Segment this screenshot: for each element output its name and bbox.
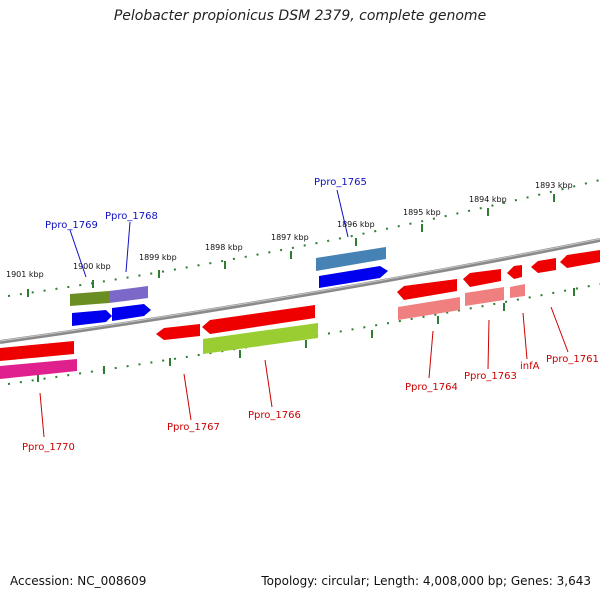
- gene-ppro-1766-bar[interactable]: [202, 305, 315, 334]
- gene-label-ppro-1764: Ppro_1764: [405, 382, 458, 393]
- gene-1762-bar[interactable]: [531, 258, 556, 273]
- kbp-label: 1901 kbp: [6, 270, 44, 279]
- kbp-label: 1899 kbp: [139, 253, 177, 262]
- kbp-label: 1900 kbp: [73, 262, 111, 271]
- gene-ppro-1764-cds[interactable]: [398, 297, 460, 320]
- kbp-major-ticks: [27, 194, 555, 297]
- gene-ppro-1770-bar[interactable]: [0, 341, 74, 361]
- gene-label-ppro-1766: Ppro_1766: [248, 410, 301, 421]
- gene-ppro-1761-bar[interactable]: [560, 250, 600, 268]
- kbp-label: 1898 kbp: [205, 243, 243, 252]
- gene-ppro-1769-cds[interactable]: [72, 310, 112, 326]
- kbp-label: 1893 kbp: [535, 181, 573, 190]
- gene-ppro-1764-bar[interactable]: [397, 279, 457, 300]
- gene-ppro-1767-bar[interactable]: [156, 324, 200, 340]
- gene-ppro-1763-bar[interactable]: [463, 269, 501, 287]
- top-scale-line: [7, 179, 600, 297]
- kbp-label: 1896 kbp: [337, 220, 375, 229]
- bottom-strand-genes: [0, 250, 600, 379]
- gene-ppro-1768-cds[interactable]: [112, 304, 151, 321]
- gene-label-ppro-1770: Ppro_1770: [22, 442, 75, 453]
- gene-ppro-1763-cds[interactable]: [465, 287, 504, 306]
- top-strand-genes: [70, 247, 388, 326]
- gene-label-ppro-1761: Ppro_1761: [546, 354, 599, 365]
- gene-infa-bar[interactable]: [507, 265, 522, 279]
- kbp-label: 1897 kbp: [271, 233, 309, 242]
- gene-label-ppro-1765: Ppro_1765: [314, 177, 367, 188]
- gene-infa-cds[interactable]: [510, 284, 525, 298]
- gene-label-ppro-1767: Ppro_1767: [167, 422, 220, 433]
- backbone-highlight: [0, 238, 600, 342]
- gene-ppro-1769-bar[interactable]: [70, 291, 109, 306]
- gene-label-ppro-1763: Ppro_1763: [464, 371, 517, 382]
- gene-ppro-1765-bar[interactable]: [316, 247, 386, 271]
- kbp-label: 1895 kbp: [403, 208, 441, 217]
- gene-label-infa: infA: [520, 361, 540, 372]
- gene-ppro-1768-bar[interactable]: [109, 286, 148, 303]
- gene-ppro-1770-cds[interactable]: [0, 359, 77, 379]
- genome-summary: Topology: circular; Length: 4,008,000 bp…: [261, 574, 591, 588]
- gene-ppro-1765-cds[interactable]: [319, 266, 388, 288]
- map-title: Pelobacter propionicus DSM 2379, complet…: [113, 8, 487, 24]
- gene-label-ppro-1768: Ppro_1768: [105, 211, 158, 222]
- label-connectors: [39, 189, 569, 438]
- genome-backbone: [0, 238, 600, 344]
- accession-label: Accession: NC_008609: [10, 574, 147, 588]
- kbp-label: 1894 kbp: [469, 195, 507, 204]
- gene-label-ppro-1769: Ppro_1769: [45, 220, 98, 231]
- gene-ppro-1766-cds[interactable]: [203, 323, 318, 354]
- kbp-major-ticks-bottom: [37, 288, 575, 382]
